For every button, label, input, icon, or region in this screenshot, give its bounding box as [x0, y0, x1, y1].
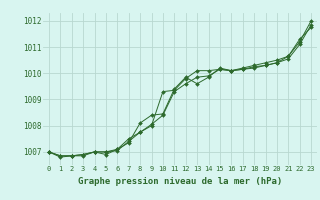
X-axis label: Graphe pression niveau de la mer (hPa): Graphe pression niveau de la mer (hPa) — [78, 177, 282, 186]
